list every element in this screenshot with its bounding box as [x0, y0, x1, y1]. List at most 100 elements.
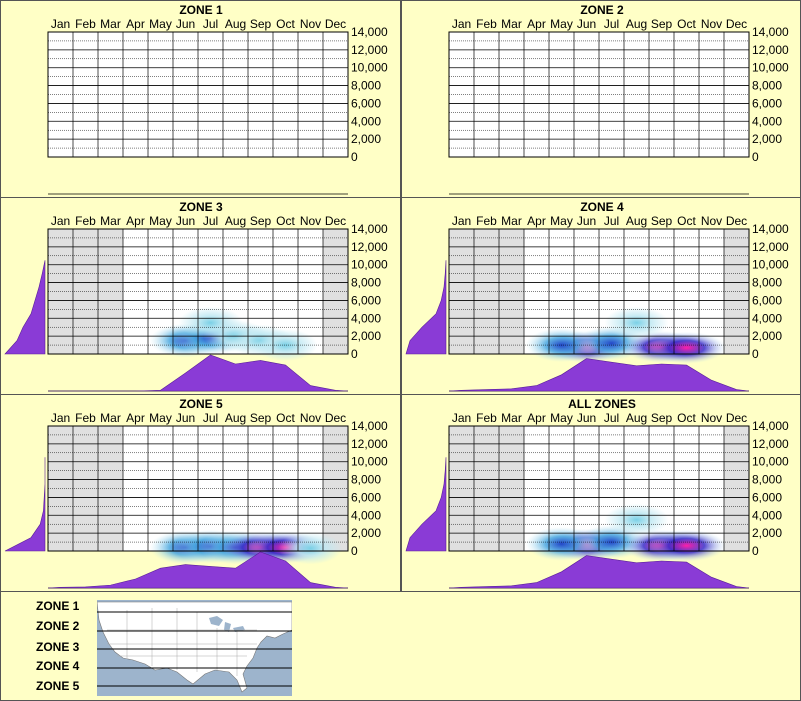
month-label: Nov: [300, 214, 321, 228]
month-label: Feb: [75, 214, 96, 228]
month-label: Sep: [250, 411, 272, 425]
plot-border: [47, 425, 349, 552]
y-tick-label: 6,000: [351, 96, 381, 110]
month-label: May: [149, 214, 172, 228]
month-label: Nov: [701, 411, 722, 425]
y-tick-label: 4,000: [752, 508, 782, 522]
month-label: Nov: [701, 17, 722, 31]
month-label: Apr: [527, 214, 546, 228]
zone-panel-3: ZONE 3 Jan Feb Mar Apr May Jun Jul Aug Sep Oct Nov D…: [0, 197, 401, 395]
y-tick-label: 4,000: [752, 311, 782, 325]
heat-spot: [253, 329, 318, 362]
y-tick-label: 12,000: [351, 437, 388, 451]
chart-title: ZONE 4: [580, 200, 624, 214]
y-tick-label: 10,000: [351, 61, 388, 75]
grid-lines: [449, 32, 749, 157]
zone-panel-1: ZONE 1 Jan Feb Mar Apr May Jun Jul Aug Sep Oct Nov D…: [0, 0, 401, 198]
zone-panel-4: ZONE 4 Jan Feb Mar Apr May Jun Jul Aug Sep Oct Nov D…: [401, 197, 801, 395]
y-tick-label: 0: [351, 347, 358, 361]
month-label: Jan: [452, 214, 471, 228]
y-tick-label: 0: [752, 544, 759, 558]
zone-panel-2: ZONE 2 Jan Feb Mar Apr May Jun Jul Aug Sep Oct Nov D…: [401, 0, 801, 198]
y-tick-label: 2,000: [752, 526, 782, 540]
zone-panel-6: ALL ZONES Jan Feb Mar Apr May Jun Jul Aug Sep Oct N…: [401, 394, 801, 592]
month-label: May: [149, 17, 172, 31]
month-label: Jan: [452, 17, 471, 31]
elevation-profile-area: [4, 457, 46, 552]
heat-spot: [646, 529, 727, 562]
month-label: May: [550, 411, 573, 425]
y-tick-label: 14,000: [351, 25, 388, 39]
month-label: Apr: [126, 214, 145, 228]
shaded-month: [474, 229, 499, 354]
y-tick-label: 4,000: [351, 114, 381, 128]
elevation-profile-area: [405, 260, 447, 355]
month-label: Mar: [100, 17, 121, 31]
month-label: Sep: [651, 214, 673, 228]
y-tick-label: 14,000: [752, 419, 789, 433]
shaded-month: [73, 426, 98, 551]
y-tick-label: 8,000: [351, 79, 381, 93]
month-label: May: [550, 214, 573, 228]
month-label: Oct: [677, 214, 696, 228]
shaded-month: [323, 229, 348, 354]
month-profile-area: [448, 555, 750, 589]
zone-chart-3: ZONE 3 Jan Feb Mar Apr May Jun Jul Aug Sep Oct Nov D…: [4, 200, 388, 392]
y-tick-label: 2,000: [351, 132, 381, 146]
map-legend-zone-2: ZONE 2: [36, 619, 80, 633]
month-label: Dec: [726, 411, 747, 425]
y-tick-label: 14,000: [752, 222, 789, 236]
month-label: Nov: [300, 411, 321, 425]
month-label: Aug: [225, 214, 246, 228]
heat-spot: [525, 526, 598, 561]
y-tick-label: 2,000: [351, 329, 381, 343]
zone-chart-2: ZONE 2 Jan Feb Mar Apr May Jun Jul Aug Sep Oct Nov D…: [448, 3, 789, 195]
y-tick-label: 12,000: [752, 240, 789, 254]
y-tick-label: 8,000: [752, 473, 782, 487]
y-tick-label: 10,000: [752, 455, 789, 469]
month-label: Jan: [51, 214, 70, 228]
month-label: Jun: [176, 411, 195, 425]
month-label: Dec: [325, 17, 346, 31]
map-land: [97, 601, 292, 693]
plot-border: [47, 31, 349, 158]
map-legend-zone-1: ZONE 1: [36, 599, 80, 613]
grid-lines: [48, 229, 348, 354]
heat-spot: [278, 532, 343, 565]
y-tick-label: 12,000: [351, 43, 388, 57]
y-tick-label: 12,000: [351, 240, 388, 254]
y-tick-label: 14,000: [351, 222, 388, 236]
month-label: Jul: [604, 214, 619, 228]
month-label: Nov: [300, 17, 321, 31]
heat-spot: [604, 306, 669, 339]
y-tick-label: 10,000: [752, 258, 789, 272]
heat-spot: [646, 331, 727, 364]
month-label: Jul: [203, 411, 218, 425]
month-label: Jun: [577, 411, 596, 425]
month-label: Mar: [100, 411, 121, 425]
month-label: Dec: [726, 17, 747, 31]
chart-title: ALL ZONES: [568, 397, 636, 411]
y-tick-label: 10,000: [351, 455, 388, 469]
month-profile-area: [448, 358, 750, 392]
y-tick-label: 6,000: [752, 96, 782, 110]
month-label: Oct: [276, 411, 295, 425]
month-label: May: [149, 411, 172, 425]
month-label: Jun: [176, 214, 195, 228]
month-label: Jul: [604, 17, 619, 31]
month-label: Jul: [604, 411, 619, 425]
chart-title: ZONE 2: [580, 3, 624, 17]
elevation-profile-area: [4, 260, 46, 355]
y-tick-label: 2,000: [752, 329, 782, 343]
month-label: Feb: [75, 17, 96, 31]
us-zone-map: [97, 600, 292, 696]
plot-border: [47, 228, 349, 355]
map-zone-lines: [97, 611, 292, 687]
grid-lines: [48, 426, 348, 551]
y-tick-label: 0: [752, 347, 759, 361]
month-label: Jan: [452, 411, 471, 425]
shaded-month: [474, 426, 499, 551]
y-tick-label: 0: [351, 544, 358, 558]
map-legend-zone-3: ZONE 3: [36, 640, 80, 654]
